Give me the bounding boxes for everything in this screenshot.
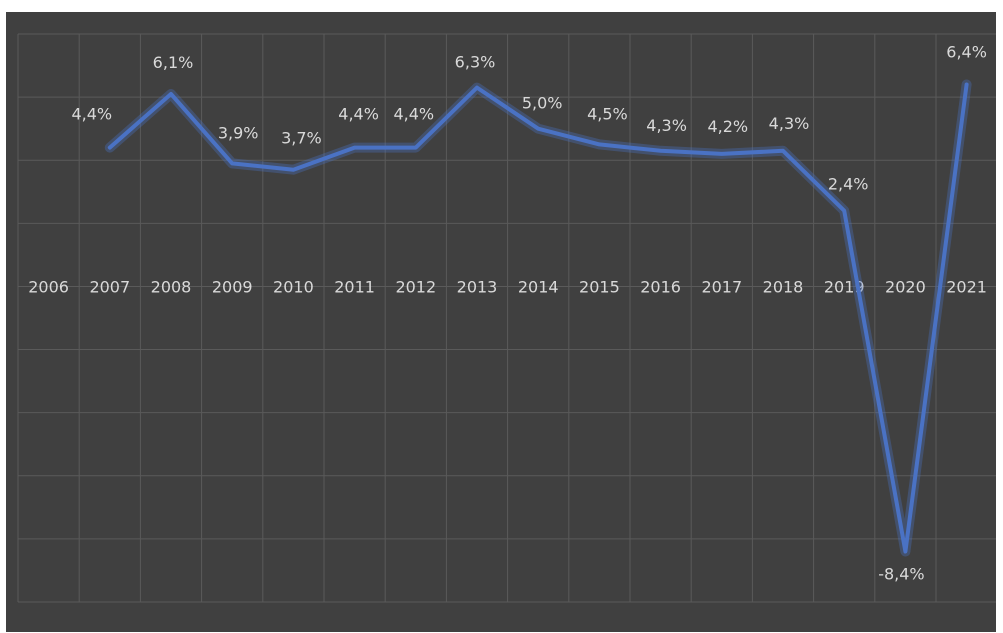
data-label: 4,5% (587, 104, 628, 123)
chart-area: 2006 2007 2008 2009 2010 2011 2012 2013 2014 2015… (6, 12, 996, 632)
x-tick-label: 2019 (824, 277, 865, 296)
x-tick-label: 2010 (273, 277, 314, 296)
data-label: 6,1% (153, 53, 194, 72)
data-label: 4,2% (707, 117, 748, 136)
x-tick-label: 2006 (28, 277, 69, 296)
data-label: 4,4% (71, 105, 112, 124)
x-tick-label: 2009 (212, 277, 253, 296)
data-label: 6,4% (946, 42, 987, 61)
series-line (107, 82, 969, 554)
x-tick-label: 2015 (579, 277, 620, 296)
data-label: 4,4% (338, 105, 379, 124)
x-tick-label: 2012 (395, 277, 436, 296)
x-tick-label: 2014 (518, 277, 559, 296)
data-label: 4,4% (393, 105, 434, 124)
x-axis-tick-labels: 2006 2007 2008 2009 2010 2011 2012 2013 2014 2015… (28, 277, 987, 296)
data-label: 4,3% (769, 114, 810, 133)
gridlines (17, 33, 996, 603)
series-layer (104, 79, 972, 557)
data-label: -8,4% (878, 565, 924, 584)
x-tick-label: 2016 (640, 277, 681, 296)
x-tick-label: 2011 (334, 277, 375, 296)
x-tick-label: 2008 (151, 277, 192, 296)
data-labels: 4,4% 6,1% 3,9% 3,7% 4,4% 4,4% 6,3% 5,0% 4,5% 4,3%… (71, 42, 986, 583)
x-tick-label: 2021 (946, 277, 987, 296)
data-label: 4,3% (646, 116, 687, 135)
data-label: 3,7% (281, 129, 322, 148)
x-tick-label: 2018 (763, 277, 804, 296)
x-tick-label: 2013 (457, 277, 498, 296)
data-label: 2,4% (828, 175, 869, 194)
x-tick-label: 2020 (885, 277, 926, 296)
x-tick-label: 2007 (89, 277, 130, 296)
line-chart: 2006 2007 2008 2009 2010 2011 2012 2013 2014 2015… (17, 33, 996, 603)
data-label: 3,9% (218, 123, 259, 142)
data-label: 6,3% (455, 53, 496, 72)
data-label: 5,0% (522, 94, 563, 113)
x-tick-label: 2017 (701, 277, 742, 296)
series-line-glow (104, 79, 972, 557)
